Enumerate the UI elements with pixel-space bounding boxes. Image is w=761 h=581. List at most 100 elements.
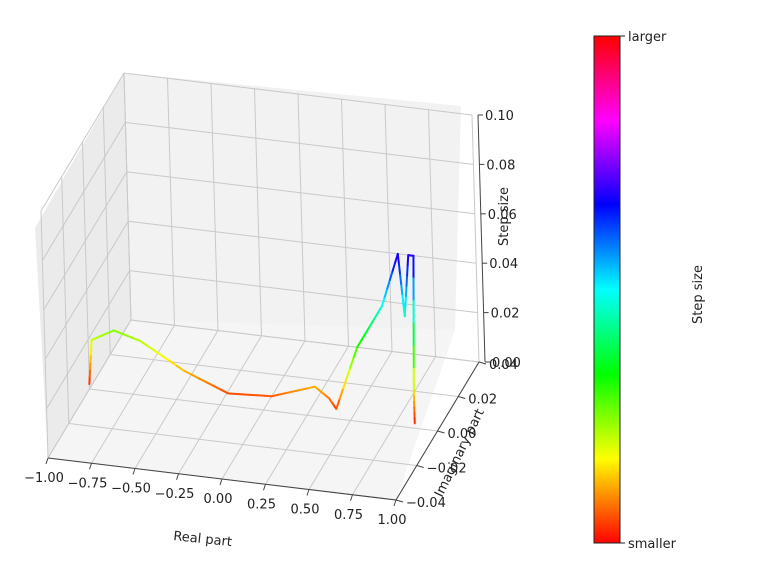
left-grid-line-z <box>43 171 128 311</box>
x-tick-mark <box>219 478 223 486</box>
data-line-segment <box>175 364 186 372</box>
x-tick-mark <box>393 499 397 507</box>
back-grid-line-z <box>130 319 480 363</box>
data-line-segment <box>401 294 405 307</box>
floor-pane <box>48 320 455 500</box>
data-line-segment <box>277 392 288 396</box>
x-tick-mark <box>132 468 136 475</box>
z-tick-labels: 0.00 0.02 0.04 0.06 0.08 0.10 <box>478 109 521 371</box>
y-tick-label: 0.00 <box>448 427 477 442</box>
data-line-segment <box>400 284 404 297</box>
data-line-segment <box>376 305 383 315</box>
data-line-segment <box>299 387 309 391</box>
y-tick-label: 0.04 <box>489 358 518 373</box>
data-line-segment <box>212 384 223 391</box>
colorbar: larger smaller Step size <box>593 30 706 552</box>
data-line-segment <box>404 284 408 297</box>
y-tick-mark <box>458 396 466 399</box>
x-tick-mark <box>263 484 266 491</box>
back-grid-line-x <box>210 83 219 331</box>
x-axis-label: Real part <box>173 529 233 550</box>
back-grid-line-x <box>384 104 393 352</box>
data-line-segment <box>368 318 375 328</box>
left-grid-line-z <box>47 319 132 459</box>
data-line-segment <box>205 381 215 387</box>
data-line-segment <box>153 349 164 357</box>
left-grid-line-z <box>46 270 131 409</box>
data-line-segment <box>270 393 280 398</box>
y-tick-mark <box>478 361 487 365</box>
z-tick-label: 0.08 <box>486 158 515 173</box>
data-line-segment <box>391 261 397 273</box>
data-line-segment <box>364 325 371 335</box>
data-line-segment <box>190 373 201 380</box>
data-line-segment <box>335 397 341 410</box>
data-line-segment <box>399 273 403 287</box>
x-tick-label: 0.50 <box>291 503 320 518</box>
y-tick-mark <box>395 499 404 503</box>
colorbar-top-label: larger <box>628 30 667 45</box>
data-line-segment <box>406 254 410 267</box>
back-grid-line-x <box>471 114 480 363</box>
data-line-segment <box>356 339 363 349</box>
colorbar-axis-label: Step size <box>691 265 706 324</box>
data-line-segment <box>386 279 391 290</box>
z-axis-label: Step size <box>497 187 512 246</box>
back-grid-line-x <box>428 109 436 357</box>
data-line-segment <box>220 388 230 395</box>
x-tick-mark <box>45 457 49 465</box>
data-line-segment <box>338 387 345 400</box>
data-line-segment <box>292 388 302 393</box>
data-line-segment <box>349 356 355 369</box>
data-line-segment <box>198 377 208 384</box>
data-line-segment <box>345 366 352 380</box>
x-tick-label: 0.75 <box>334 508 363 523</box>
x-tick-mark <box>89 463 92 470</box>
back-grid-line-z <box>128 220 477 264</box>
back-pane <box>124 73 461 330</box>
y-tick-mark <box>416 465 424 468</box>
back-grid-line-x <box>297 93 306 342</box>
z-tick-label: 0.04 <box>489 257 518 272</box>
data-line-segment <box>168 359 178 367</box>
left-grid-line-z <box>41 122 126 261</box>
data-line-segment <box>146 344 156 352</box>
z-tick-label: 0.10 <box>485 109 514 124</box>
left-grid-line-y <box>40 210 49 459</box>
z-tick-label: 0.02 <box>491 307 520 322</box>
colorbar-gradient <box>593 35 621 544</box>
z-axis-line <box>477 114 486 363</box>
y-tick-label: −0.02 <box>427 462 467 477</box>
data-line-segment <box>183 369 193 376</box>
data-line-series <box>88 252 416 425</box>
data-line-segment <box>372 312 379 321</box>
data-line-segment <box>397 263 402 276</box>
x-tick-label: 0.00 <box>204 492 233 507</box>
left-grid-line-z <box>40 72 125 212</box>
left-grid-line-z <box>44 220 129 360</box>
data-line-segment <box>383 287 389 299</box>
data-line-segment <box>406 264 409 277</box>
data-line-segment <box>342 377 348 390</box>
y-axis-label: Imaginary part <box>432 407 488 500</box>
y-tick-label: −0.04 <box>406 496 446 511</box>
back-grid-line-x <box>254 88 262 336</box>
y-tick-labels: −0.04 −0.02 0.00 0.02 0.04 <box>395 358 518 511</box>
colorbar-bottom-label: smaller <box>628 537 677 552</box>
data-line-segment <box>285 390 295 395</box>
y-tick-mark <box>437 430 445 434</box>
back-grid-line-z <box>126 171 475 215</box>
data-line-segment <box>404 294 407 308</box>
x-tick-label: 1.00 <box>378 513 407 528</box>
floor-grid-line-y <box>89 388 438 432</box>
back-grid-line-z <box>123 72 473 116</box>
data-line-segment <box>396 252 400 266</box>
x-tick-mark <box>306 489 310 496</box>
z-tick-label: 0.00 <box>492 356 521 371</box>
data-line-segment <box>161 354 171 362</box>
left-grid-line-y <box>123 72 132 321</box>
left-grid-line-y <box>82 141 90 390</box>
back-grid-line-z <box>125 121 474 165</box>
left-grid-line-y <box>61 176 70 424</box>
x-tick-label: 0.25 <box>247 497 276 512</box>
